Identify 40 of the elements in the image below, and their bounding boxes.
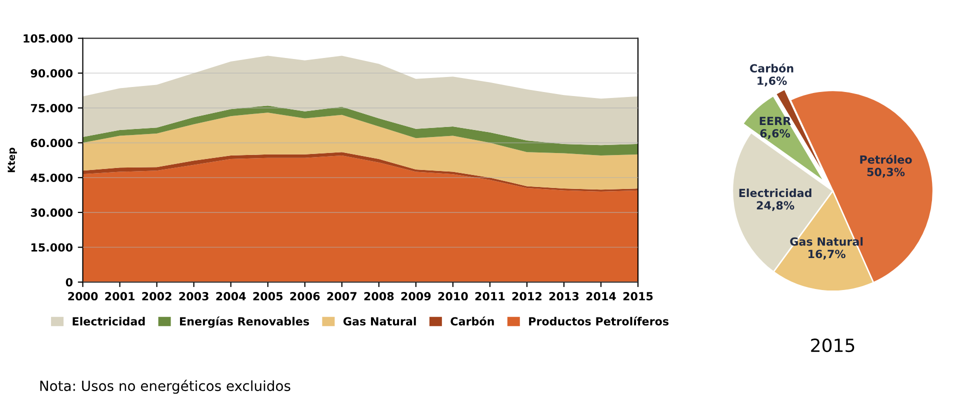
- y-tick-label: 30.000: [30, 208, 73, 217]
- text: 2015: [811, 338, 854, 352]
- legend-label: Productos Petrolíferos: [529, 316, 668, 326]
- x-tick-label: 2001: [105, 292, 134, 300]
- slice-label: Electricidad: [739, 188, 812, 198]
- x-tick-label: 2004: [216, 292, 246, 300]
- y-tick-label: 75.000: [30, 104, 73, 112]
- data-label: 24,8%: [756, 201, 794, 211]
- x-tick-label: 2008: [364, 292, 394, 300]
- y-tick-label: 45.000: [30, 174, 73, 182]
- legend-label: Electricidad: [72, 316, 145, 326]
- x-tick-label: 2000: [68, 292, 98, 300]
- x-tick-label: 2014: [586, 292, 616, 300]
- x-tick-label: 2010: [438, 292, 468, 300]
- data-label: 6,6%: [760, 129, 790, 139]
- y-tick-label: 60.000: [30, 138, 73, 148]
- x-tick-label: 2009: [401, 292, 431, 300]
- x-tick-label: 2012: [512, 292, 542, 300]
- data-label: 16,7%: [808, 250, 846, 260]
- y-tick-label: 15.000: [31, 243, 73, 252]
- data-label: 50,3%: [867, 168, 905, 178]
- x-tick-label: 2002: [142, 292, 172, 300]
- legend-label: Carbón: [450, 316, 494, 326]
- y-tick-label: 105.000: [24, 34, 73, 43]
- y-tick-label: 0: [66, 278, 73, 286]
- x-tick-label: 2011: [475, 292, 505, 300]
- text: Nota: Usos no energéticos excluidos: [40, 380, 290, 394]
- data-label: 1,6%: [758, 76, 787, 86]
- x-tick-label: 2013: [549, 292, 579, 300]
- x-tick-label: 2003: [179, 292, 208, 300]
- y-tick-label: 90.000: [30, 69, 73, 78]
- slice-label: Petróleo: [860, 154, 912, 164]
- legend-label: Gas Natural: [343, 316, 416, 326]
- legend-label: Energías Renovables: [180, 316, 310, 328]
- y-axis-title: Ktep: [8, 148, 17, 172]
- x-tick-label: 2015: [623, 292, 653, 300]
- slice-label: Carbón: [750, 63, 794, 73]
- x-tick-label: 2007: [327, 292, 356, 300]
- x-tick-label: 2005: [253, 292, 283, 300]
- x-tick-label: 2006: [290, 292, 320, 300]
